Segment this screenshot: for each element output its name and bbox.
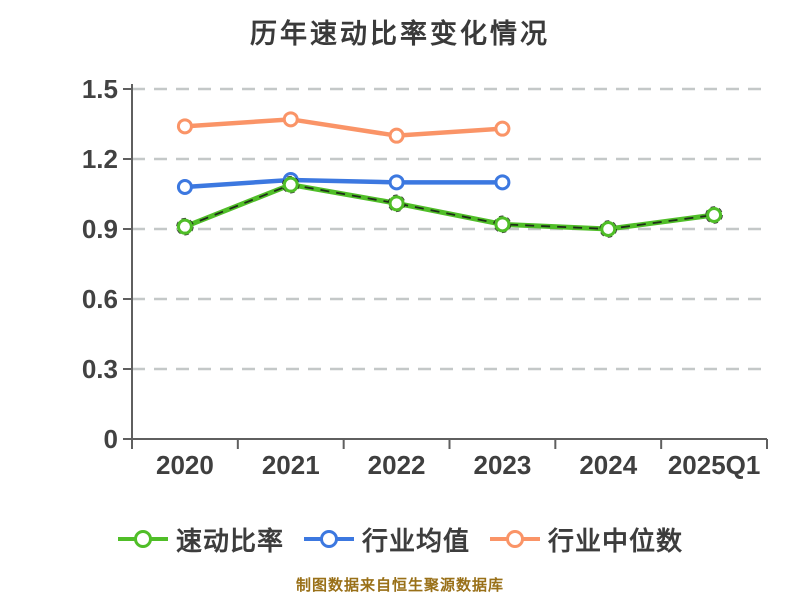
y-tick-label: 0 xyxy=(104,424,118,454)
data-point xyxy=(494,216,511,233)
y-tick-label: 1.2 xyxy=(82,144,118,174)
data-source-note: 制图数据来自恒生聚源数据库 xyxy=(295,577,504,594)
x-tick-label: 2023 xyxy=(473,450,531,480)
data-point xyxy=(494,120,511,137)
series-line-1 xyxy=(182,177,505,190)
legend-label-industry-median: 行业中位数 xyxy=(548,525,684,556)
x-tick-label: 2025Q1 xyxy=(668,450,761,480)
data-point xyxy=(600,221,617,237)
data-point xyxy=(176,118,193,135)
legend-item-quick-ratio: 速动比率 xyxy=(117,521,284,558)
data-point xyxy=(388,174,405,191)
series-line-dashed-edge xyxy=(184,183,715,230)
data-point xyxy=(494,174,511,191)
data-point xyxy=(176,179,193,195)
y-tick-label: 0.9 xyxy=(82,214,118,244)
x-tick-label: 2021 xyxy=(262,450,320,480)
y-tick-label: 0.6 xyxy=(82,284,118,314)
y-tick-label: 0.3 xyxy=(82,354,118,384)
data-point xyxy=(706,207,723,223)
data-point xyxy=(176,218,193,235)
legend-label-industry-mean: 行业均值 xyxy=(361,525,470,556)
data-point xyxy=(388,195,405,212)
industry-median-line-marker-icon xyxy=(490,530,540,548)
legend-label-quick-ratio: 速动比率 xyxy=(175,525,284,556)
quick-ratio-line-marker-icon xyxy=(117,530,168,548)
data-point xyxy=(388,127,405,144)
x-tick-label: 2024 xyxy=(579,450,637,480)
series-line-2 xyxy=(182,117,505,138)
data-point xyxy=(282,176,299,193)
chart-legend: 速动比率 行业均值 行业中位数 xyxy=(0,521,800,557)
series-line-0 xyxy=(182,182,717,232)
industry-mean-line-marker-icon xyxy=(303,530,354,548)
x-tick-label: 2020 xyxy=(156,450,214,480)
x-tick-label: 2022 xyxy=(368,450,426,480)
legend-item-industry-mean: 行业均值 xyxy=(303,521,470,558)
chart-title: 历年速动比率变化情况 xyxy=(250,19,550,49)
data-point xyxy=(282,111,299,128)
y-tick-label: 1.5 xyxy=(82,74,118,104)
legend-item-industry-median: 行业中位数 xyxy=(489,521,683,558)
